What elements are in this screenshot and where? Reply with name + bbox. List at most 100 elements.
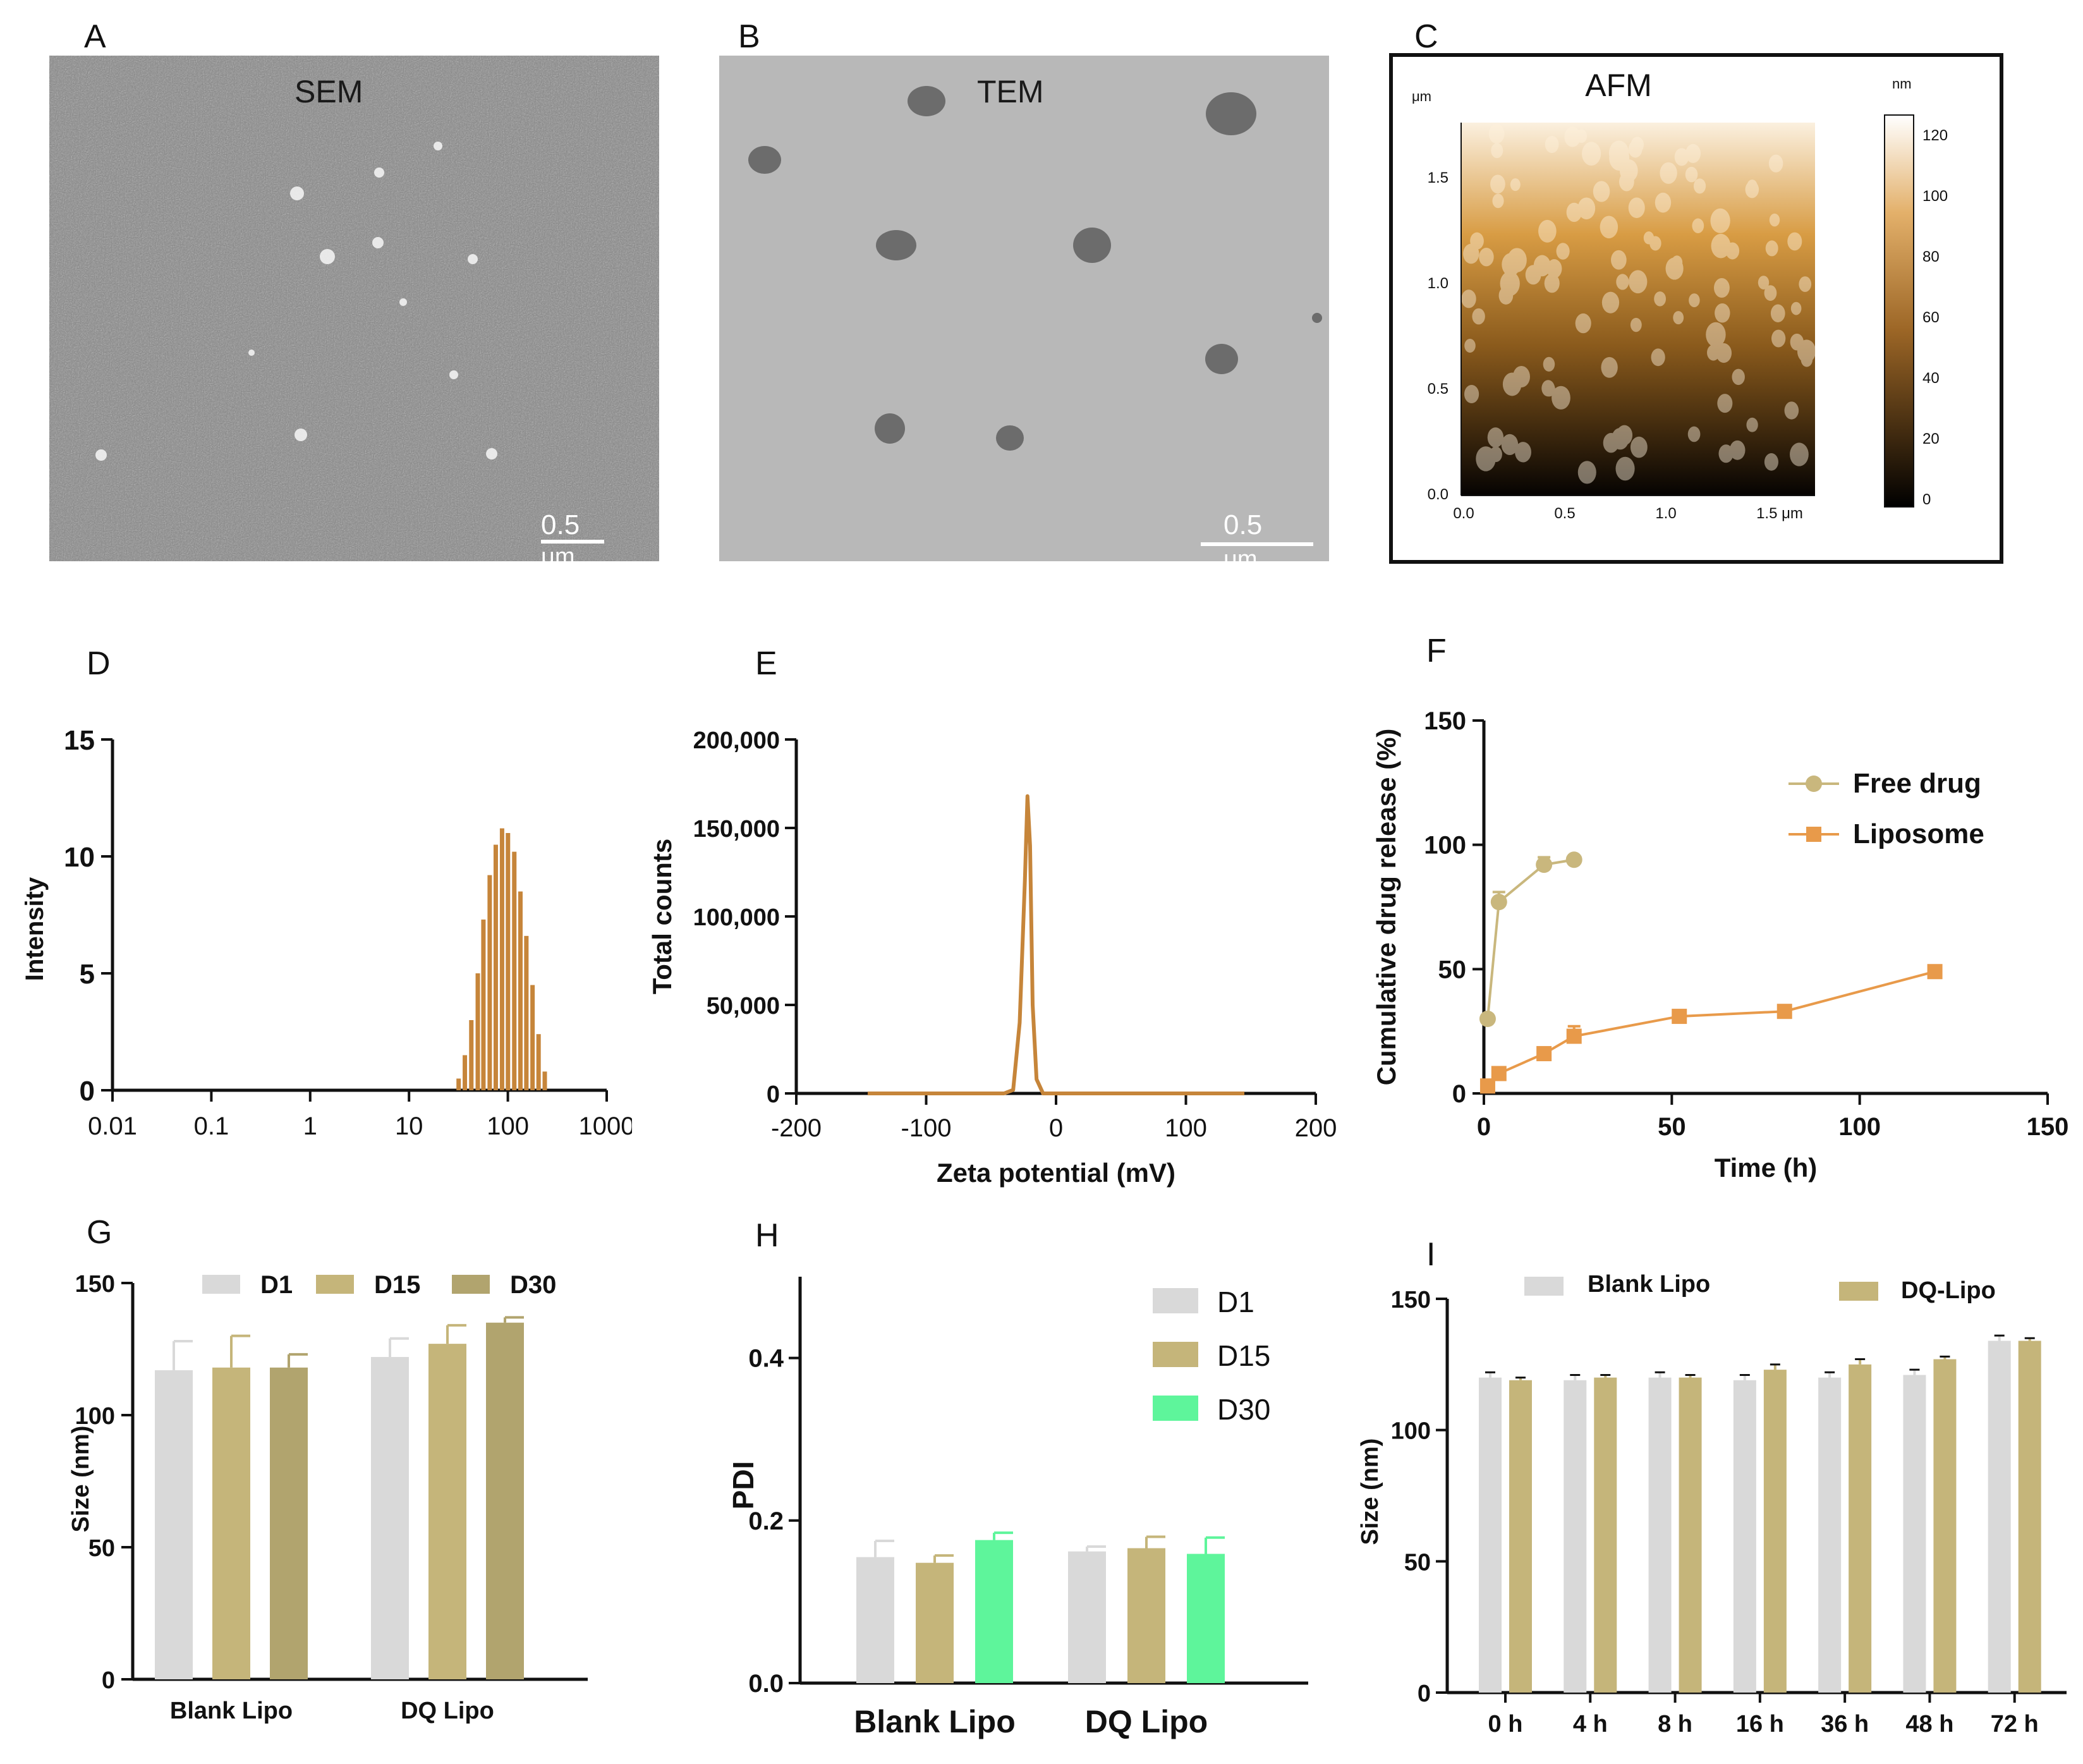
afm-bump xyxy=(1507,248,1527,272)
histogram-bar xyxy=(469,1020,474,1090)
afm-bump xyxy=(1510,178,1521,192)
legend-swatch xyxy=(1524,1277,1564,1296)
category-label: 4 h xyxy=(1573,1711,1608,1737)
legend-label: Liposome xyxy=(1853,818,1984,849)
bar xyxy=(1479,1377,1502,1693)
afm-bump xyxy=(1628,197,1645,219)
x-axis-label: Time (h) xyxy=(1715,1153,1818,1183)
sem-texture xyxy=(49,56,659,561)
afm-bump xyxy=(1628,140,1643,158)
x-tick-label: 10 xyxy=(395,1112,423,1140)
afm-bump xyxy=(1692,218,1704,233)
afm-bump xyxy=(1616,274,1629,290)
afm-bump xyxy=(1600,216,1618,239)
afm-colorbar-tick: 40 xyxy=(1922,370,1940,387)
afm-bump xyxy=(1461,289,1476,308)
y-tick-label: 15 xyxy=(64,725,95,756)
afm-bump xyxy=(1552,386,1570,410)
afm-bump xyxy=(1764,453,1778,471)
afm-bump xyxy=(1616,425,1633,446)
afm-bump xyxy=(1601,291,1620,313)
x-tick-label: 0.1 xyxy=(194,1112,229,1140)
series-line xyxy=(1486,970,1936,1087)
y-axis-label: Cumulative drug release (%) xyxy=(1371,729,1401,1086)
sem-scale-label: 0.5 xyxy=(541,509,580,540)
category-label: Blank Lipo xyxy=(854,1704,1016,1739)
legend-label: D1 xyxy=(1217,1286,1254,1318)
bar xyxy=(1187,1554,1225,1683)
x-tick-label: 200 xyxy=(1295,1114,1337,1142)
x-tick-label: 0.01 xyxy=(88,1112,137,1140)
afm-bump xyxy=(1593,181,1610,202)
data-point xyxy=(1490,894,1507,911)
afm-bump xyxy=(1629,270,1648,294)
afm-bump xyxy=(1710,208,1730,233)
afm-bump xyxy=(1577,197,1596,220)
bar xyxy=(1679,1377,1702,1693)
tem-texture xyxy=(719,56,1329,561)
category-label: 36 h xyxy=(1821,1711,1869,1737)
y-tick-label: 0 xyxy=(80,1076,95,1107)
bar xyxy=(1763,1370,1787,1693)
afm-bump xyxy=(1630,436,1648,458)
panel-letter-g: G xyxy=(87,1214,112,1251)
legend-marker xyxy=(1806,827,1821,842)
afm-bump xyxy=(1649,236,1661,251)
x-axis-label: Zeta potential (mV) xyxy=(937,1158,1175,1188)
x-tick-label: -100 xyxy=(901,1114,951,1142)
data-point xyxy=(1566,1028,1582,1044)
y-tick-label: 150,000 xyxy=(693,816,780,842)
afm-bump xyxy=(1685,143,1701,163)
afm-y-tick: 0.5 xyxy=(1428,380,1448,398)
afm-bump xyxy=(1488,124,1505,144)
x-tick-label: 1 xyxy=(303,1112,317,1140)
data-point xyxy=(1565,851,1582,868)
afm-title: AFM xyxy=(1585,68,1652,103)
afm-bump xyxy=(1746,417,1758,432)
afm-bump xyxy=(1617,152,1628,165)
legend-swatch xyxy=(1153,1288,1198,1313)
category-label: Blank Lipo xyxy=(170,1698,293,1724)
afm-bump xyxy=(1630,317,1642,332)
sem-title: SEM xyxy=(295,74,363,109)
data-point xyxy=(1491,1066,1507,1081)
histogram-bar xyxy=(463,1055,468,1090)
legend-swatch xyxy=(452,1275,490,1294)
afm-bump xyxy=(1787,232,1802,251)
afm-bump xyxy=(1732,368,1745,386)
legend-label: D30 xyxy=(510,1271,556,1299)
category-label: 0 h xyxy=(1488,1711,1523,1737)
bar xyxy=(371,1357,409,1679)
y-tick-label: 0 xyxy=(1452,1080,1466,1108)
afm-height-map xyxy=(1461,123,1815,496)
category-label: 16 h xyxy=(1736,1711,1784,1737)
bar xyxy=(212,1367,250,1679)
histogram-bar xyxy=(518,891,523,1090)
afm-bump xyxy=(1643,231,1655,245)
afm-x-tick: 1.0 xyxy=(1655,505,1676,522)
panel-letter-d: D xyxy=(87,645,111,682)
panel-letter-c: C xyxy=(1414,18,1438,55)
afm-bump xyxy=(1654,291,1667,307)
bar xyxy=(486,1322,524,1679)
zeta-curve xyxy=(868,794,1244,1095)
afm-bump xyxy=(1470,232,1484,250)
bar xyxy=(1648,1377,1672,1693)
afm-bump xyxy=(1543,382,1555,397)
chart-i-size-time: 0 50 100 150 0 h 4 h 8 h 16 h 36 h 48 h 72 h Blank … xyxy=(1359,1271,2067,1737)
afm-bump xyxy=(1502,372,1522,396)
x-tick-label: 0 xyxy=(1049,1114,1063,1142)
afm-bump xyxy=(1770,304,1785,322)
series-line xyxy=(1486,858,1575,1019)
afm-bump xyxy=(1725,242,1740,260)
afm-bump xyxy=(1790,442,1809,466)
data-point xyxy=(1536,1046,1552,1062)
afm-bump xyxy=(1464,338,1476,353)
afm-y-tick: 1.0 xyxy=(1428,275,1448,292)
panel-letter-e: E xyxy=(755,645,777,682)
afm-bump xyxy=(1687,426,1701,442)
histogram-bar xyxy=(524,935,529,1090)
x-tick-label: 0 xyxy=(1477,1113,1491,1141)
histogram-bar xyxy=(487,875,492,1090)
legend-label: DQ-Lipo xyxy=(1901,1277,1996,1304)
